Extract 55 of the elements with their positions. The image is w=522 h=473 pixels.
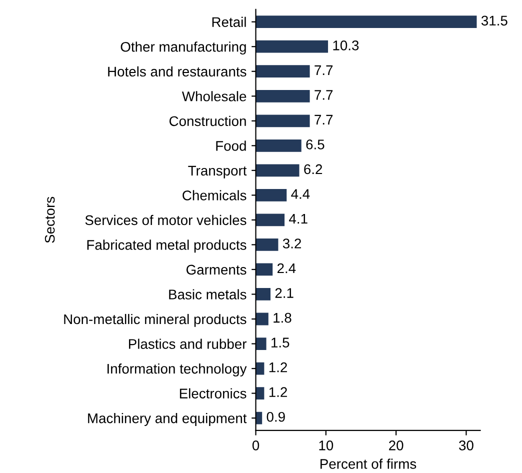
- data-label: 31.5: [481, 16, 508, 26]
- bar: [256, 387, 264, 400]
- bar: [256, 90, 310, 102]
- y-tick-label: Retail: [212, 16, 246, 28]
- y-tick-label: Electronics: [180, 388, 246, 398]
- data-label: 1.2: [269, 387, 287, 397]
- x-axis-title: Percent of firms: [320, 458, 416, 469]
- data-label: 1.2: [269, 362, 287, 372]
- x-tick-label: 10: [319, 440, 334, 450]
- y-tick-label: Food: [216, 140, 246, 151]
- y-tick-label: Basic metals: [169, 289, 246, 300]
- y-tick-label: Services of motor vehicles: [85, 214, 246, 226]
- data-label: 0.9: [266, 412, 285, 422]
- y-tick-label: Plastics and rubber: [129, 338, 247, 349]
- bar: [256, 263, 273, 276]
- bar: [256, 238, 278, 251]
- bar: [256, 65, 310, 78]
- data-label: 7.7: [314, 114, 333, 124]
- y-tick-label: Construction: [169, 116, 246, 126]
- x-tick-label: 30: [459, 440, 474, 450]
- data-label: 4.4: [291, 189, 310, 199]
- data-label: 6.2: [304, 164, 322, 174]
- bar: [256, 139, 302, 152]
- bar: [256, 40, 328, 53]
- data-label: 4.1: [289, 214, 308, 224]
- data-label: 1.5: [272, 338, 290, 348]
- y-tick-label: Hotels and restaurants: [108, 66, 246, 77]
- bar: [256, 16, 477, 28]
- data-label: 7.7: [314, 65, 333, 75]
- bar: [256, 312, 268, 326]
- y-tick-label: Chemicals: [182, 190, 246, 200]
- data-label: 2.1: [275, 288, 294, 298]
- bar: [256, 214, 285, 226]
- data-label: 10.3: [333, 40, 359, 50]
- data-label: 1.8: [274, 312, 292, 323]
- y-tick-label: Other manufacturing: [120, 42, 246, 55]
- data-label: 7.7: [314, 90, 333, 100]
- data-label: 6.5: [306, 140, 324, 150]
- y-tick-label: Transport: [188, 166, 247, 178]
- bar: [256, 114, 310, 128]
- data-label: 3.2: [282, 238, 302, 248]
- y-axis-title: Sectors: [44, 196, 55, 243]
- data-label: 2.4: [277, 263, 296, 274]
- bar: [256, 288, 271, 300]
- bar: [256, 164, 300, 177]
- y-tick-label: Non-metallic mineral products: [64, 314, 246, 327]
- y-tick-label: Fabricated metal products: [87, 240, 246, 253]
- bar: [256, 338, 266, 350]
- x-tick-label: 20: [389, 440, 404, 450]
- y-tick-label: Garments: [186, 264, 246, 275]
- bar: [256, 188, 287, 202]
- y-tick-label: Wholesale: [182, 91, 246, 102]
- x-tick-label: 0: [252, 440, 260, 450]
- y-tick-label: Machinery and equipment: [88, 413, 247, 426]
- y-tick-label: Information technology: [108, 363, 247, 376]
